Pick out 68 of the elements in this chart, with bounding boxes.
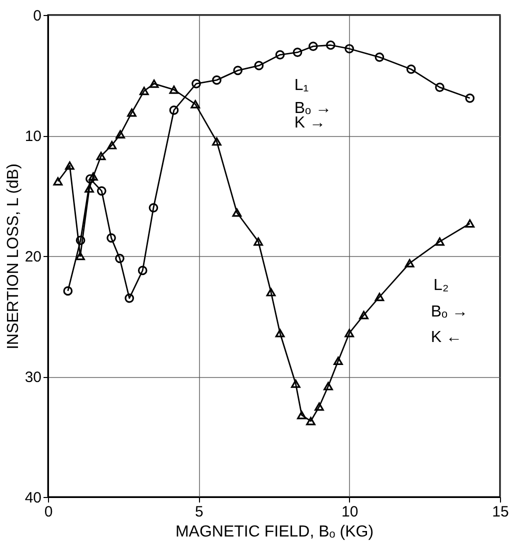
point <box>76 252 85 260</box>
point <box>124 294 134 303</box>
point <box>306 416 316 426</box>
point <box>404 259 414 268</box>
point <box>148 203 158 212</box>
x-tick-label: 0 <box>44 504 53 520</box>
point <box>435 237 444 246</box>
point <box>465 219 475 228</box>
point <box>169 106 179 115</box>
point <box>297 410 306 420</box>
point <box>275 328 285 338</box>
point <box>266 288 276 296</box>
annotation: Bₒ → <box>430 303 468 320</box>
x-axis-title: MAGNETIC FIELD, Bₒ (KG) <box>175 524 374 540</box>
y-tick-label: 10 <box>24 128 42 145</box>
point <box>275 50 285 60</box>
point <box>254 237 264 246</box>
point <box>292 48 302 58</box>
point <box>374 292 384 302</box>
point <box>212 137 222 146</box>
point <box>116 130 125 138</box>
point <box>96 186 106 196</box>
point <box>139 86 149 96</box>
point <box>96 152 106 160</box>
y-tick-label: 40 <box>24 490 42 506</box>
point <box>106 233 116 243</box>
x-tick-label: 15 <box>492 504 509 520</box>
x-tick-label: 5 <box>194 504 204 520</box>
y-tick-label: 30 <box>24 369 42 386</box>
point <box>326 40 336 50</box>
point <box>190 100 200 108</box>
annotation: K ← <box>430 328 462 346</box>
point <box>254 60 264 70</box>
point <box>359 310 368 320</box>
y-axis-title: INSERTION LOSS, L (dB) <box>4 164 22 350</box>
point <box>149 80 159 88</box>
point <box>115 254 124 264</box>
x-tick-label: 10 <box>341 504 358 520</box>
y-tick-label: 20 <box>24 248 42 266</box>
point <box>53 177 63 186</box>
point <box>465 93 475 103</box>
point <box>324 382 333 390</box>
point <box>233 66 243 76</box>
point <box>107 140 117 150</box>
point <box>334 356 343 365</box>
point <box>192 79 201 88</box>
point <box>86 174 95 184</box>
point <box>63 286 73 296</box>
point <box>314 402 324 411</box>
point <box>232 208 242 217</box>
point <box>291 380 300 388</box>
point <box>344 328 354 338</box>
point <box>308 42 318 51</box>
point <box>212 75 222 85</box>
point <box>88 172 98 181</box>
point <box>65 161 74 170</box>
point <box>138 266 148 276</box>
point <box>435 82 444 92</box>
annotation: L₂ <box>434 276 449 294</box>
point <box>406 64 416 74</box>
y-tick-label: 0 <box>33 8 42 24</box>
point <box>169 86 179 94</box>
point <box>127 108 136 117</box>
point <box>76 236 86 245</box>
annotation: L₁ <box>294 76 309 94</box>
point <box>344 44 354 54</box>
point <box>84 184 94 193</box>
point <box>374 52 384 62</box>
